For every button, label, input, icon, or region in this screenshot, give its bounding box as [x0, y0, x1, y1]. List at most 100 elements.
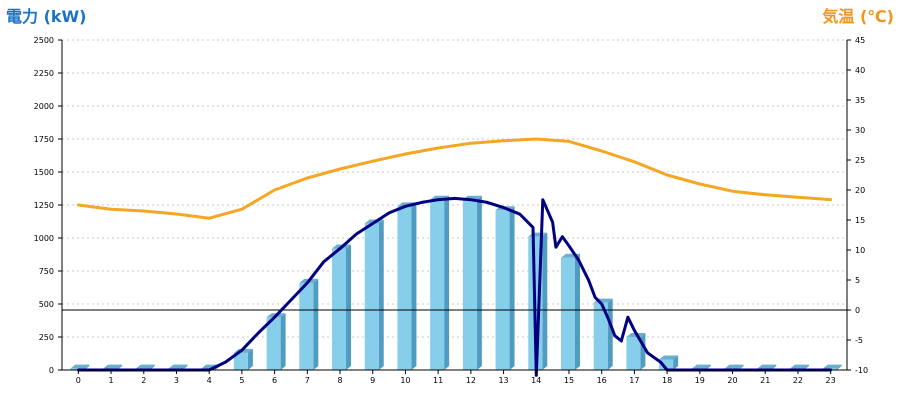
- bar-top: [757, 364, 777, 369]
- left-tick-label: 750: [39, 267, 54, 276]
- x-tick-label: 5: [239, 376, 244, 385]
- left-tick-label: 0: [49, 366, 54, 375]
- bar-side: [640, 333, 646, 370]
- right-tick-label: 15: [855, 216, 865, 225]
- bar: [560, 253, 580, 370]
- bar: [266, 313, 286, 370]
- bar-top: [168, 364, 188, 369]
- bar-front: [462, 199, 477, 370]
- x-tick-label: 23: [826, 376, 836, 385]
- bar-side: [378, 219, 384, 370]
- right-tick-label: 20: [855, 186, 865, 195]
- x-tick-label: 9: [370, 376, 375, 385]
- bar-side: [836, 364, 842, 370]
- x-tick-label: 21: [760, 376, 770, 385]
- bar-side: [247, 348, 253, 370]
- right-tick-label: 25: [855, 156, 865, 165]
- x-tick-label: 20: [727, 376, 737, 385]
- bar-front: [397, 206, 412, 370]
- bar: [626, 333, 646, 370]
- bar-top: [822, 364, 842, 369]
- x-tick-label: 14: [531, 376, 541, 385]
- axes: [61, 40, 848, 371]
- left-tick-label: 2250: [34, 69, 54, 78]
- bar-top: [724, 364, 744, 369]
- x-tick-label: 18: [662, 376, 672, 385]
- x-tick-label: 10: [400, 376, 410, 385]
- bar-side: [280, 313, 286, 370]
- bar: [332, 244, 352, 370]
- x-tick-label: 6: [272, 376, 277, 385]
- bar-side: [673, 355, 679, 370]
- bar: [495, 206, 515, 370]
- right-tick-label: 40: [855, 66, 865, 75]
- bar-series: [70, 195, 842, 370]
- bar: [430, 195, 450, 370]
- bar-side: [313, 278, 319, 370]
- left-tick-label: 1500: [34, 168, 54, 177]
- right-tick-label: -5: [855, 336, 863, 345]
- x-tick-label: 7: [305, 376, 310, 385]
- x-tick-label: 15: [564, 376, 574, 385]
- bar-front: [593, 302, 608, 370]
- bar: [659, 355, 679, 370]
- bar: [397, 202, 417, 370]
- bar-side: [542, 232, 548, 370]
- bar-front: [626, 337, 641, 370]
- temperature-line: [76, 137, 833, 220]
- bar-top: [659, 355, 679, 360]
- bar-side: [509, 206, 515, 370]
- x-tick-label: 12: [466, 376, 476, 385]
- bar: [462, 195, 482, 370]
- power-line: [76, 196, 833, 377]
- bar-side: [411, 202, 417, 370]
- bar-front: [233, 352, 248, 370]
- right-tick-label: -10: [855, 366, 868, 375]
- bar-side: [444, 195, 450, 370]
- left-tick-label: 500: [39, 300, 54, 309]
- bar-front: [560, 257, 575, 370]
- bar-front: [430, 199, 445, 370]
- x-tick-label: 4: [207, 376, 212, 385]
- x-tick-label: 19: [695, 376, 705, 385]
- x-tick-label: 2: [141, 376, 146, 385]
- left-tick-label: 2000: [34, 102, 54, 111]
- left-tick-label: 1250: [34, 201, 54, 210]
- gridlines: [62, 39, 847, 338]
- bar-front: [495, 210, 510, 370]
- left-axis-ticks: 0 250 500 750 1000 1250 1500 1750 2000 2250 2500: [34, 36, 62, 375]
- bar-front: [364, 223, 379, 370]
- x-tick-label: 17: [629, 376, 639, 385]
- right-tick-label: 10: [855, 246, 865, 255]
- left-tick-label: 1000: [34, 234, 54, 243]
- bar-side: [346, 244, 352, 370]
- right-tick-label: 5: [855, 276, 860, 285]
- x-tick-label: 16: [597, 376, 607, 385]
- left-tick-label: 250: [39, 333, 54, 342]
- left-axis-title: 電力 (kW): [6, 7, 87, 26]
- bar-side: [476, 195, 482, 370]
- bar-front: [299, 282, 314, 370]
- x-tick-label: 8: [337, 376, 342, 385]
- x-tick-label: 3: [174, 376, 179, 385]
- bar-front: [332, 248, 347, 370]
- bar: [233, 348, 253, 370]
- bar-top: [103, 364, 123, 369]
- right-tick-label: 30: [855, 126, 865, 135]
- bar-top: [135, 364, 155, 369]
- bar-front: [266, 317, 281, 370]
- bar: [299, 278, 319, 370]
- right-axis-title: 気温 (℃): [822, 7, 894, 26]
- x-tick-label: 13: [498, 376, 508, 385]
- right-tick-label: 35: [855, 96, 865, 105]
- line-series: [76, 137, 833, 377]
- x-tick-label: 22: [793, 376, 803, 385]
- bar-top: [691, 364, 711, 369]
- x-tick-label: 1: [109, 376, 114, 385]
- bar-side: [574, 253, 580, 370]
- left-tick-label: 1750: [34, 135, 54, 144]
- left-tick-label: 2500: [34, 36, 54, 45]
- x-tick-label: 11: [433, 376, 443, 385]
- bar-top: [789, 364, 809, 369]
